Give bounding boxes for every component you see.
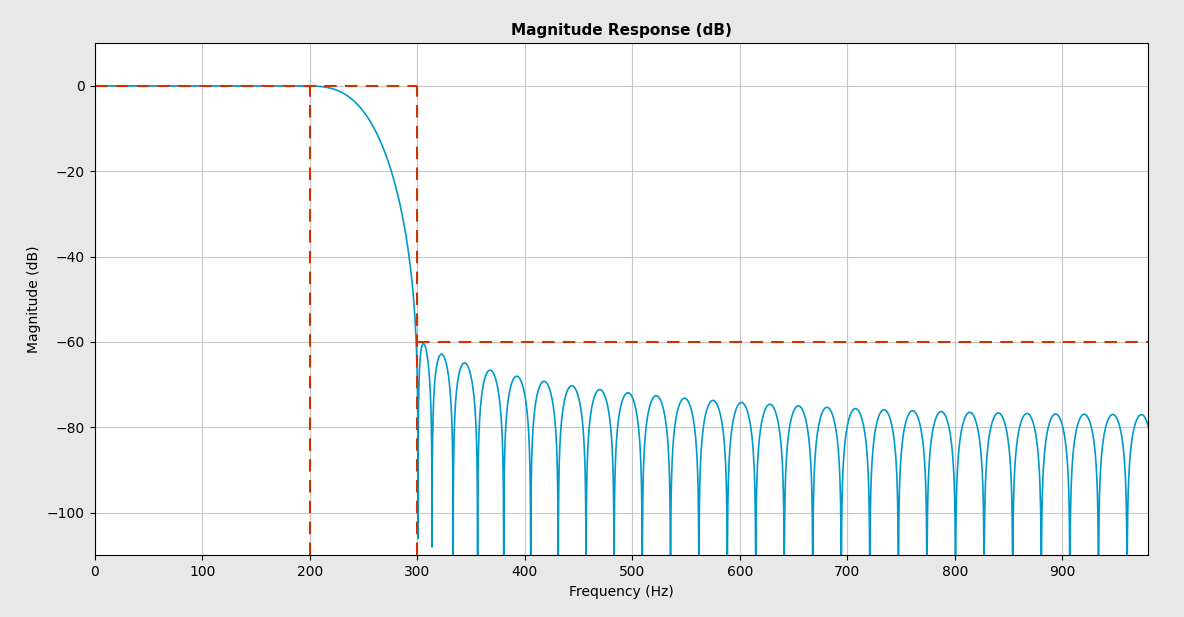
Title: Magnitude Response (dB): Magnitude Response (dB) (511, 23, 732, 38)
Y-axis label: Magnitude (dB): Magnitude (dB) (27, 246, 41, 353)
X-axis label: Frequency (Hz): Frequency (Hz) (570, 584, 674, 598)
